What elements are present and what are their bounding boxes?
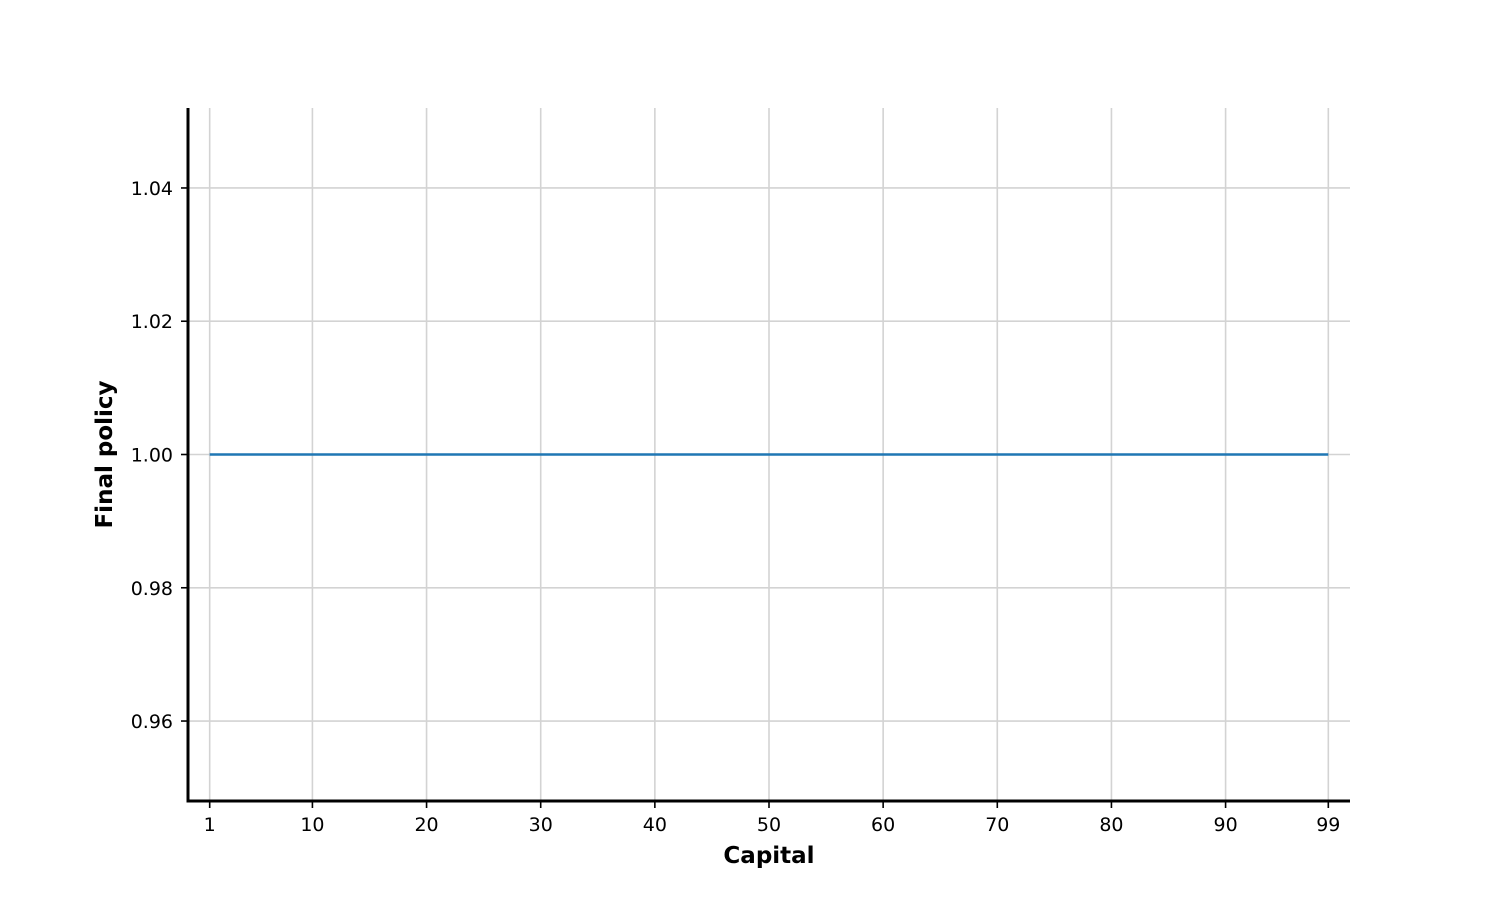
x-axis-ticks: 1 10 20 30 40 50 60 70 80 90 99: [204, 801, 1340, 836]
x-axis-label: Capital: [723, 843, 814, 869]
x-tick-label: 1: [204, 814, 216, 836]
y-tick-label: 0.98: [131, 578, 173, 600]
x-tick-label: 60: [871, 814, 895, 836]
x-tick-label: 40: [643, 814, 667, 836]
x-tick-label: 10: [300, 814, 324, 836]
y-tick-label: 1.02: [131, 311, 173, 333]
x-tick-label: 99: [1316, 814, 1340, 836]
x-tick-label: 50: [757, 814, 781, 836]
y-tick-label: 1.00: [131, 445, 173, 467]
y-axis-ticks: 0.96 0.98 1.00 1.02 1.04: [131, 178, 188, 733]
x-tick-label: 20: [414, 814, 438, 836]
y-axis-label: Final policy: [92, 380, 118, 528]
x-tick-label: 90: [1213, 814, 1237, 836]
x-tick-label: 70: [985, 814, 1009, 836]
x-tick-label: 80: [1099, 814, 1123, 836]
x-tick-label: 30: [529, 814, 553, 836]
y-tick-label: 1.04: [131, 178, 173, 200]
y-tick-label: 0.96: [131, 711, 173, 733]
